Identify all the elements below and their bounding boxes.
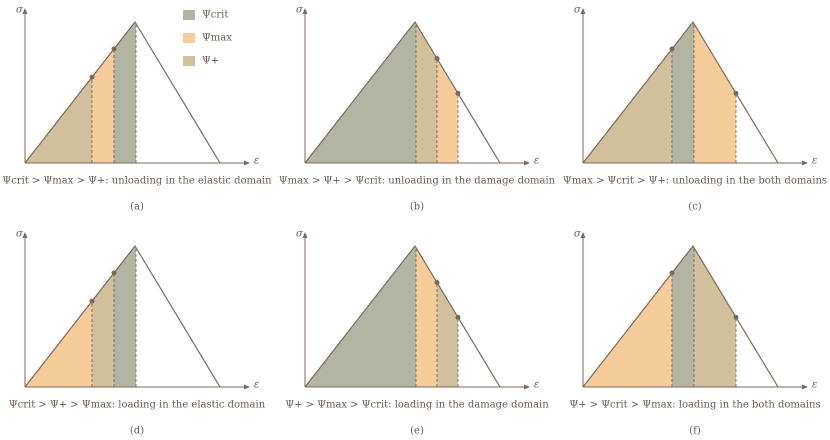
- arrow: [524, 384, 530, 390]
- caption: Ψ+ > Ψcrit > Ψmax: loading in the both d…: [569, 400, 820, 411]
- caption: Ψmax > Ψ+ > Ψcrit: unloading in the dama…: [279, 176, 556, 187]
- arrow: [22, 232, 28, 238]
- subfigure-label: (f): [689, 426, 701, 437]
- dot: [89, 74, 95, 80]
- subfigure-label: (b): [410, 202, 424, 213]
- caption: Ψmax > Ψcrit > Ψ+: unloading in the both…: [563, 176, 827, 187]
- y-axis-label: σ: [16, 5, 24, 16]
- caption: Ψcrit > Ψ+ > Ψmax: loading in the elasti…: [9, 400, 266, 411]
- subfigure-label: (a): [130, 202, 144, 213]
- region: [694, 23, 736, 163]
- arrow: [302, 8, 308, 14]
- dot: [669, 46, 675, 52]
- arrow: [802, 160, 808, 166]
- region: [694, 247, 736, 387]
- region: [114, 246, 136, 387]
- y-axis-label: σ: [574, 229, 582, 240]
- region: [416, 247, 437, 387]
- legend-swatch: [183, 33, 195, 43]
- region: [437, 282, 458, 387]
- legend-swatch: [183, 56, 195, 66]
- arrow: [302, 232, 308, 238]
- dot: [89, 298, 95, 304]
- dot: [111, 46, 117, 52]
- legend-swatch: [183, 10, 195, 20]
- x-axis-label: ε: [812, 380, 817, 391]
- region: [416, 23, 437, 163]
- region: [92, 272, 114, 387]
- dot: [669, 270, 675, 276]
- y-axis-label: σ: [296, 229, 304, 240]
- dot: [455, 314, 461, 320]
- dot: [434, 55, 440, 61]
- triangle: [304, 20, 501, 164]
- legend-label: Ψcrit: [202, 10, 228, 21]
- triangle: [304, 244, 501, 388]
- triangle: [582, 20, 779, 164]
- x-axis-label: ε: [534, 380, 539, 391]
- arrow: [580, 8, 586, 14]
- caption: Ψcrit > Ψmax > Ψ+: unloading in the elas…: [2, 176, 272, 187]
- x-axis-label: ε: [534, 156, 539, 167]
- x-axis-label: ε: [812, 156, 817, 167]
- x-axis-label: ε: [254, 156, 259, 167]
- dot: [434, 279, 440, 285]
- x-axis-label: ε: [254, 380, 259, 391]
- triangle: [24, 20, 221, 164]
- triangle: [24, 244, 221, 388]
- arrow: [524, 160, 530, 166]
- arrow: [244, 160, 250, 166]
- arrow: [802, 384, 808, 390]
- caption: Ψ+ > Ψmax > Ψcrit: loading in the damage…: [285, 400, 549, 411]
- y-axis-label: σ: [574, 5, 582, 16]
- dot: [455, 90, 461, 96]
- region: [437, 58, 458, 163]
- dot: [111, 270, 117, 276]
- subfigure-label: (c): [688, 202, 702, 213]
- y-axis-label: σ: [296, 5, 304, 16]
- triangle: [582, 244, 779, 388]
- region: [92, 48, 114, 163]
- y-axis-label: σ: [16, 229, 24, 240]
- legend-label: Ψmax: [202, 33, 232, 44]
- region: [672, 22, 694, 163]
- region: [672, 246, 694, 387]
- subfigure-label: (d): [130, 426, 144, 437]
- arrow: [580, 232, 586, 238]
- dot: [733, 314, 739, 320]
- legend-label: Ψ+: [202, 56, 219, 67]
- dot: [733, 90, 739, 96]
- arrow: [22, 8, 28, 14]
- arrow: [244, 384, 250, 390]
- region: [114, 22, 136, 163]
- subfigure-label: (e): [410, 426, 424, 437]
